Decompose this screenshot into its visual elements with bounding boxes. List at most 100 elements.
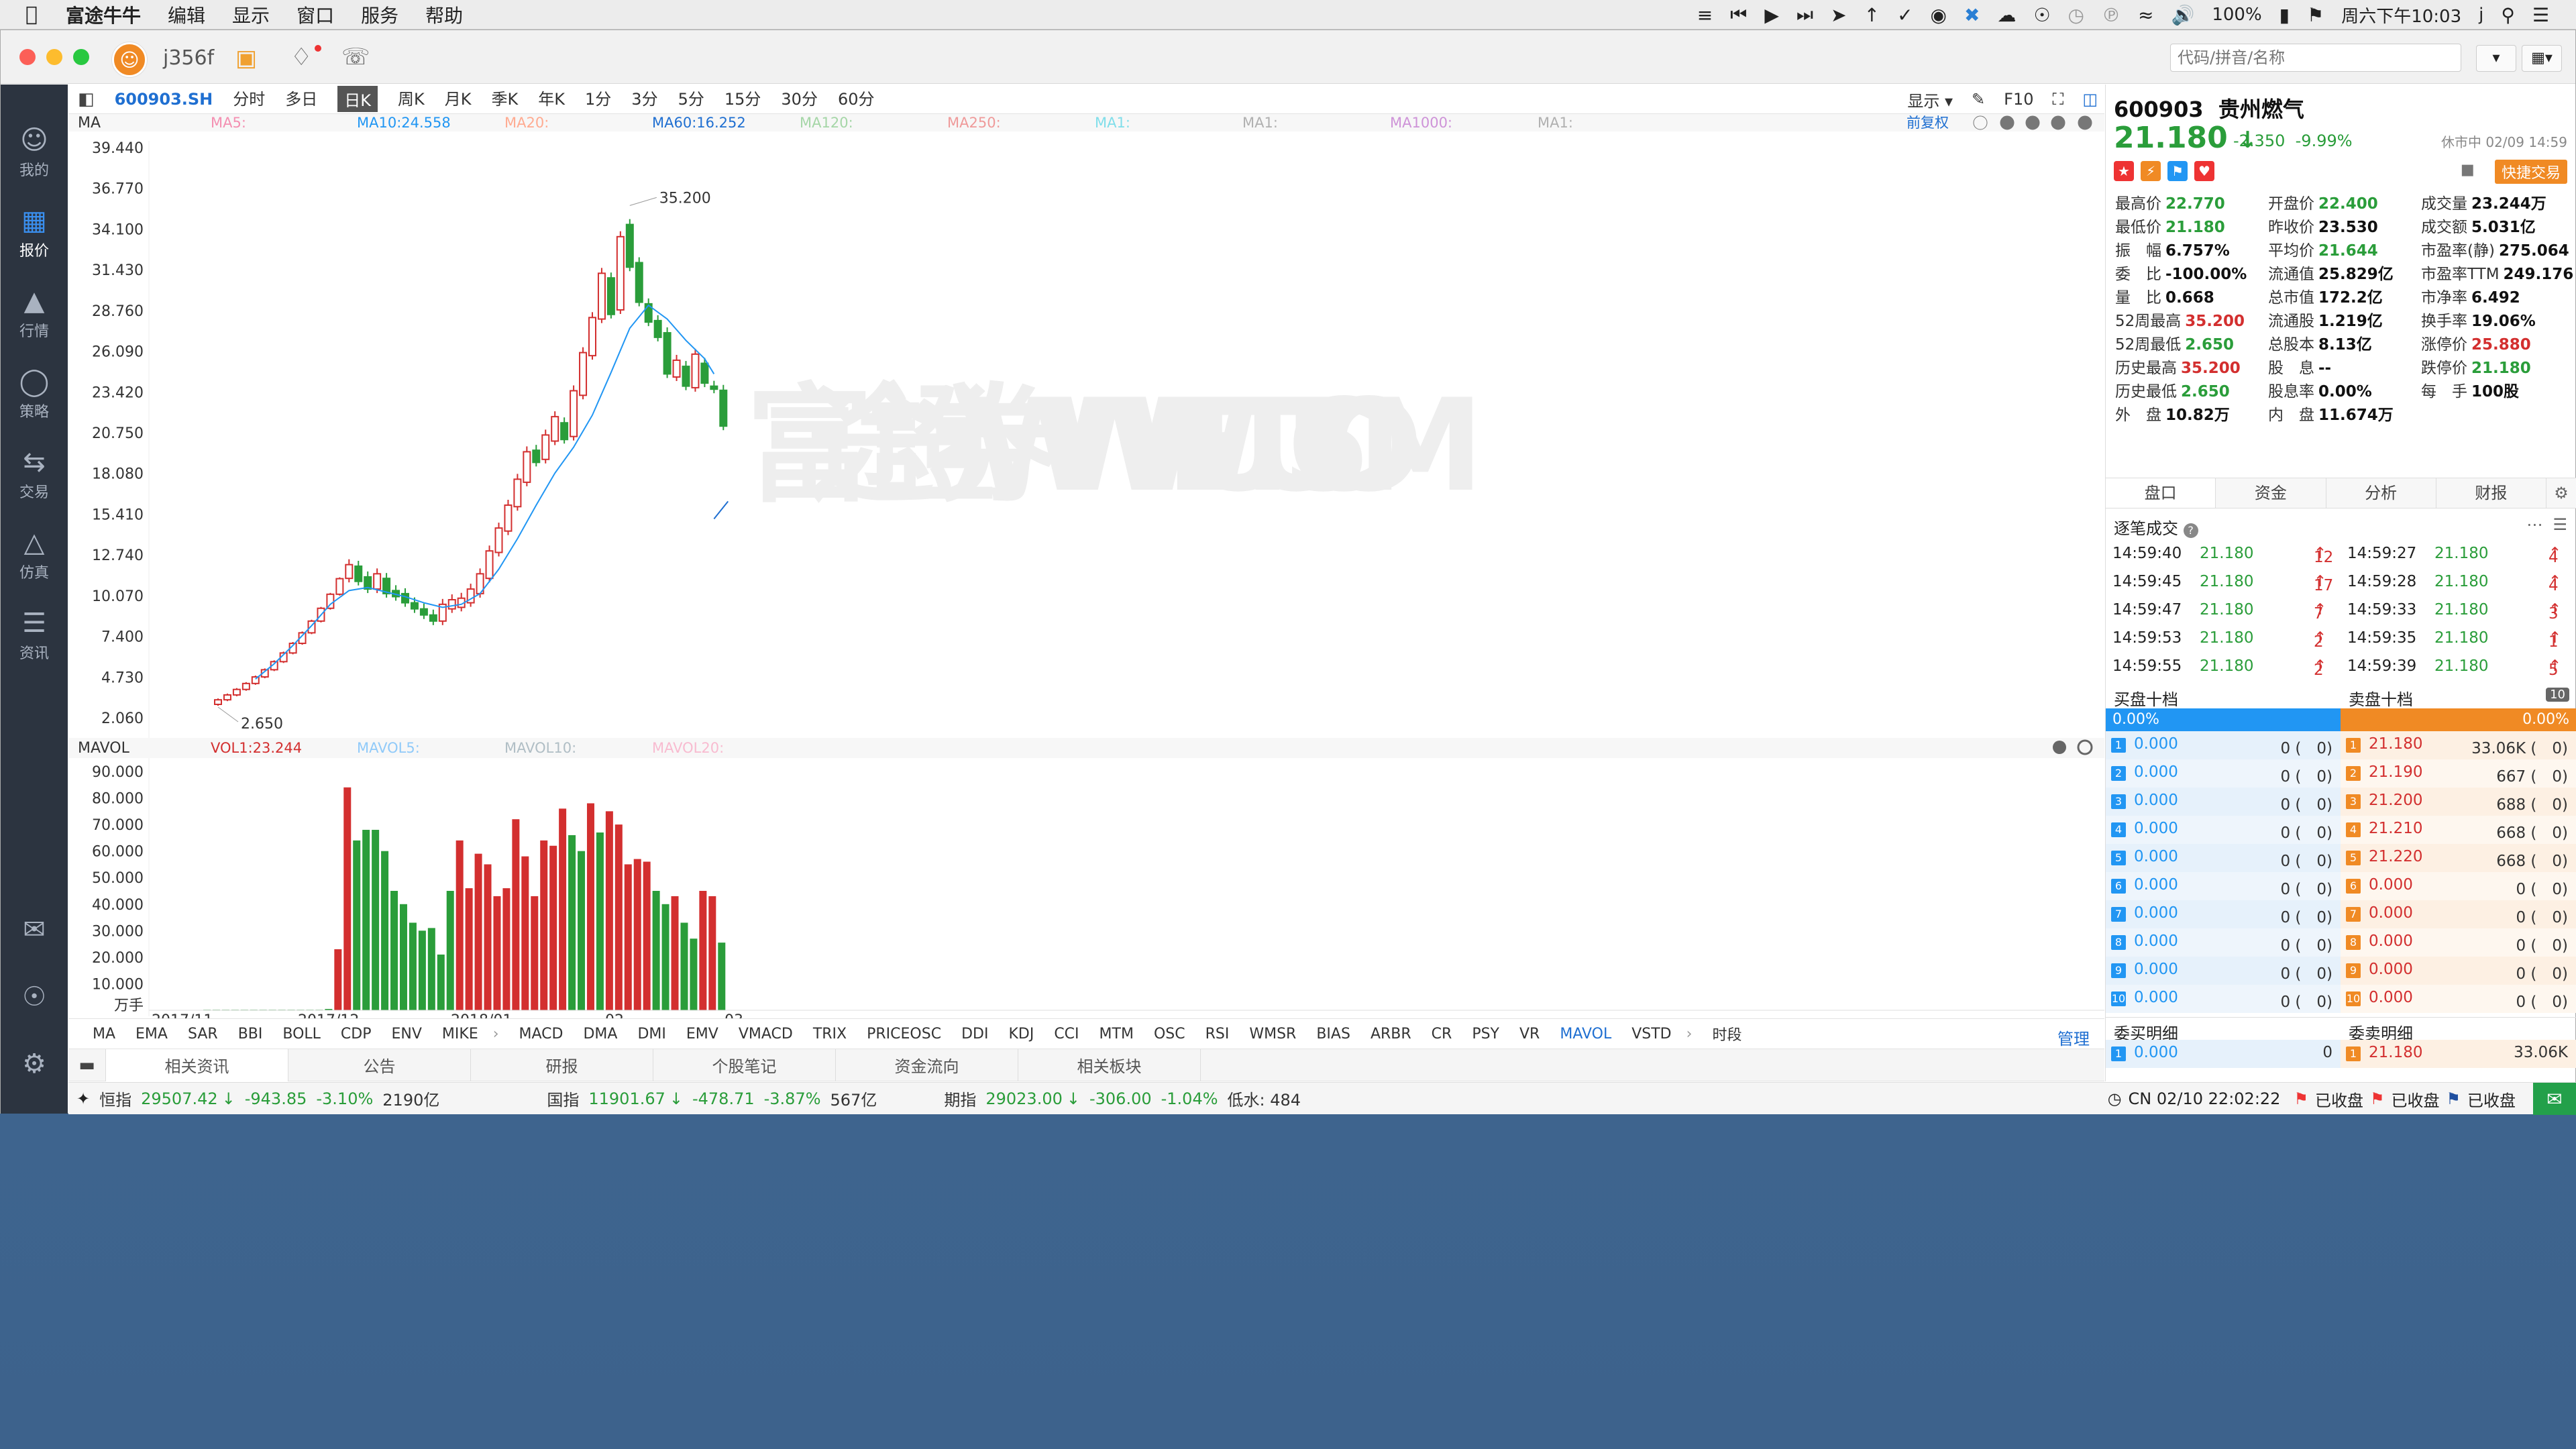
- indicator-tab-psy[interactable]: PSY: [1472, 1025, 1499, 1042]
- quote-tab[interactable]: 资金: [2216, 478, 2326, 508]
- menu-view[interactable]: 显示: [220, 4, 270, 27]
- f10-button[interactable]: F10: [2004, 90, 2034, 109]
- indicator-tab-mike[interactable]: MIKE: [441, 1025, 478, 1042]
- wifi-icon[interactable]: ≈: [2137, 3, 2154, 26]
- adjust-dropdown[interactable]: 前复权: [1907, 115, 1949, 131]
- play-icon[interactable]: ▶: [1764, 3, 1779, 26]
- menu-help[interactable]: 帮助: [413, 4, 463, 27]
- nav-news[interactable]: ☰ 资讯: [1, 606, 68, 663]
- upload-icon[interactable]: ↑: [1864, 3, 1880, 26]
- manage-indicators-button[interactable]: 管理: [2057, 1030, 2090, 1049]
- indicator-tab-trix[interactable]: TRIX: [812, 1025, 847, 1042]
- indicator-tab-bias[interactable]: BIAS: [1316, 1025, 1350, 1042]
- indicator-tab-ema[interactable]: EMA: [136, 1025, 168, 1042]
- orderbook-row[interactable]: 6 0.000 0 ( 0) 6 0.000 0 ( 0): [2106, 872, 2576, 900]
- indicator-tab-mavol[interactable]: MAVOL: [1560, 1025, 1612, 1042]
- menubar-clock[interactable]: 周六下午10:03: [2341, 6, 2462, 27]
- period-tab[interactable]: 月K: [444, 90, 472, 109]
- ruler-icon[interactable]: [1973, 115, 1988, 130]
- indicator-tab-rsi[interactable]: RSI: [1205, 1025, 1230, 1042]
- panel-toggle-icon[interactable]: ◫: [2082, 90, 2098, 109]
- period-tab[interactable]: 分时: [233, 90, 266, 109]
- tag-icon[interactable]: ⚑: [2167, 161, 2188, 181]
- news-tab[interactable]: 相关资讯: [106, 1049, 288, 1081]
- indicator-tab-kdj[interactable]: KDJ: [1008, 1025, 1034, 1042]
- indicator-tab-mtm[interactable]: MTM: [1099, 1025, 1134, 1042]
- news-tab[interactable]: 个股笔记: [653, 1049, 836, 1081]
- indicator-tab-env[interactable]: ENV: [391, 1025, 422, 1042]
- period-tab[interactable]: 季K: [491, 90, 519, 109]
- levels-badge[interactable]: 10: [2546, 688, 2569, 702]
- lock-icon[interactable]: ▣: [235, 45, 258, 72]
- headset-icon[interactable]: ☏: [341, 44, 370, 70]
- period-tab[interactable]: 周K: [398, 90, 425, 109]
- quick-trade-button[interactable]: 快捷交易: [2494, 160, 2567, 184]
- fullscreen-icon[interactable]: ⛶: [2052, 90, 2064, 109]
- ma-legend-title[interactable]: MA: [78, 115, 101, 131]
- menu-app-name[interactable]: 富途牛牛: [54, 4, 141, 27]
- stock-code[interactable]: 600903.SH: [114, 89, 213, 109]
- clock-icon[interactable]: ◷: [2068, 3, 2084, 26]
- skin-dropdown-button[interactable]: ▾: [2476, 45, 2516, 72]
- menu-edit[interactable]: 编辑: [156, 4, 205, 27]
- nav-user[interactable]: ☺ 我的: [1, 123, 68, 180]
- hsi-label[interactable]: 恒指: [99, 1091, 132, 1110]
- news-tab[interactable]: 相关板块: [1018, 1049, 1201, 1081]
- prev-track-icon[interactable]: ⏮: [1730, 3, 1748, 25]
- kline-chart[interactable]: MA MA5: MA10:24.558 MA20: MA60:16.252 MA120: M…: [68, 114, 2104, 1018]
- period-tab[interactable]: 3分: [631, 90, 658, 109]
- next-track-icon[interactable]: ⏭: [1796, 3, 1814, 25]
- circle-app-icon[interactable]: ◉: [1930, 3, 1947, 26]
- indicator-tab-emv[interactable]: EMV: [686, 1025, 718, 1042]
- news-tab[interactable]: 研报: [471, 1049, 653, 1081]
- nav-exchange[interactable]: ⇆ 交易: [1, 445, 68, 502]
- help-icon[interactable]: ?: [2183, 523, 2198, 538]
- order-detail-row[interactable]: 1 0.000 0 1 21.180 33.06K: [2106, 1040, 2576, 1068]
- volume-icon[interactable]: 🔊: [2171, 3, 2195, 26]
- quote-tab[interactable]: 财报: [2436, 478, 2546, 508]
- search-input[interactable]: [2170, 44, 2461, 72]
- chevron-right-icon[interactable]: ›: [492, 1025, 499, 1042]
- hot-icon[interactable]: ⚡: [2141, 161, 2161, 181]
- indicator-tab-priceosc[interactable]: PRICEOSC: [867, 1025, 942, 1042]
- indicator-tab-bbi[interactable]: BBI: [237, 1025, 263, 1042]
- telegram-icon[interactable]: ➤: [1831, 3, 1847, 26]
- period-tab[interactable]: 1分: [585, 90, 612, 109]
- window-close-button[interactable]: [19, 49, 36, 65]
- username[interactable]: j356f: [163, 46, 215, 70]
- indicator-tab-ma[interactable]: MA: [93, 1025, 116, 1042]
- quote-tab[interactable]: 分析: [2326, 478, 2436, 508]
- orderbook-row[interactable]: 5 0.000 0 ( 0) 5 21.220 668 ( 0): [2106, 844, 2576, 872]
- layout-dropdown-button[interactable]: ▦▾: [2522, 45, 2562, 72]
- period-tab[interactable]: 15分: [724, 90, 761, 109]
- minus-icon[interactable]: [2025, 115, 2040, 130]
- menu-window[interactable]: 窗口: [284, 4, 334, 27]
- price-alert-icon[interactable]: ◼: [2460, 160, 2475, 180]
- spotlight-icon[interactable]: ⚲: [2501, 3, 2515, 26]
- orderbook-row[interactable]: 4 0.000 0 ( 0) 4 21.210 668 ( 0): [2106, 816, 2576, 844]
- chat-bubble-button[interactable]: ✉: [1, 913, 68, 948]
- indicator-tab-sar[interactable]: SAR: [187, 1025, 218, 1042]
- battery-icon[interactable]: ▮: [2279, 3, 2290, 26]
- orderbook-row[interactable]: 2 0.000 0 ( 0) 2 21.190 667 ( 0): [2106, 759, 2576, 788]
- nav-flask[interactable]: △ 仿真: [1, 526, 68, 582]
- indicator-tab-vstd[interactable]: VSTD: [1631, 1025, 1672, 1042]
- display-dropdown[interactable]: 显示 ▾: [1907, 91, 1953, 111]
- chevron-right-icon[interactable]: ›: [1686, 1025, 1693, 1042]
- window-zoom-button[interactable]: [73, 49, 89, 65]
- orderbook-row[interactable]: 10 0.000 0 ( 0) 10 0.000 0 ( 0): [2106, 985, 2576, 1013]
- orderbook-row[interactable]: 1 0.000 0 ( 0) 1 21.180 33.06K ( 0): [2106, 731, 2576, 759]
- futures-label[interactable]: 期指: [944, 1091, 977, 1110]
- us-flag-icon[interactable]: ⚑: [2307, 3, 2324, 26]
- news-tab[interactable]: 资金流向: [836, 1049, 1018, 1081]
- bluetooth-icon[interactable]: ℗: [2101, 3, 2121, 26]
- gear-icon[interactable]: [2078, 115, 2092, 130]
- orderbook-row[interactable]: 9 0.000 0 ( 0) 9 0.000 0 ( 0): [2106, 957, 2576, 985]
- indicator-tab-dmi[interactable]: DMI: [637, 1025, 666, 1042]
- notification-center-icon[interactable]: ☰: [2532, 3, 2549, 26]
- gear-icon[interactable]: ⚙: [2554, 484, 2569, 502]
- settings-gear-button[interactable]: ⚙: [1, 1047, 68, 1082]
- orderbook-row[interactable]: 3 0.000 0 ( 0) 3 21.200 688 ( 0): [2106, 788, 2576, 816]
- sidebar-toggle-icon[interactable]: ◧: [78, 89, 95, 109]
- nav-chart-bar[interactable]: ▦ 报价: [1, 204, 68, 260]
